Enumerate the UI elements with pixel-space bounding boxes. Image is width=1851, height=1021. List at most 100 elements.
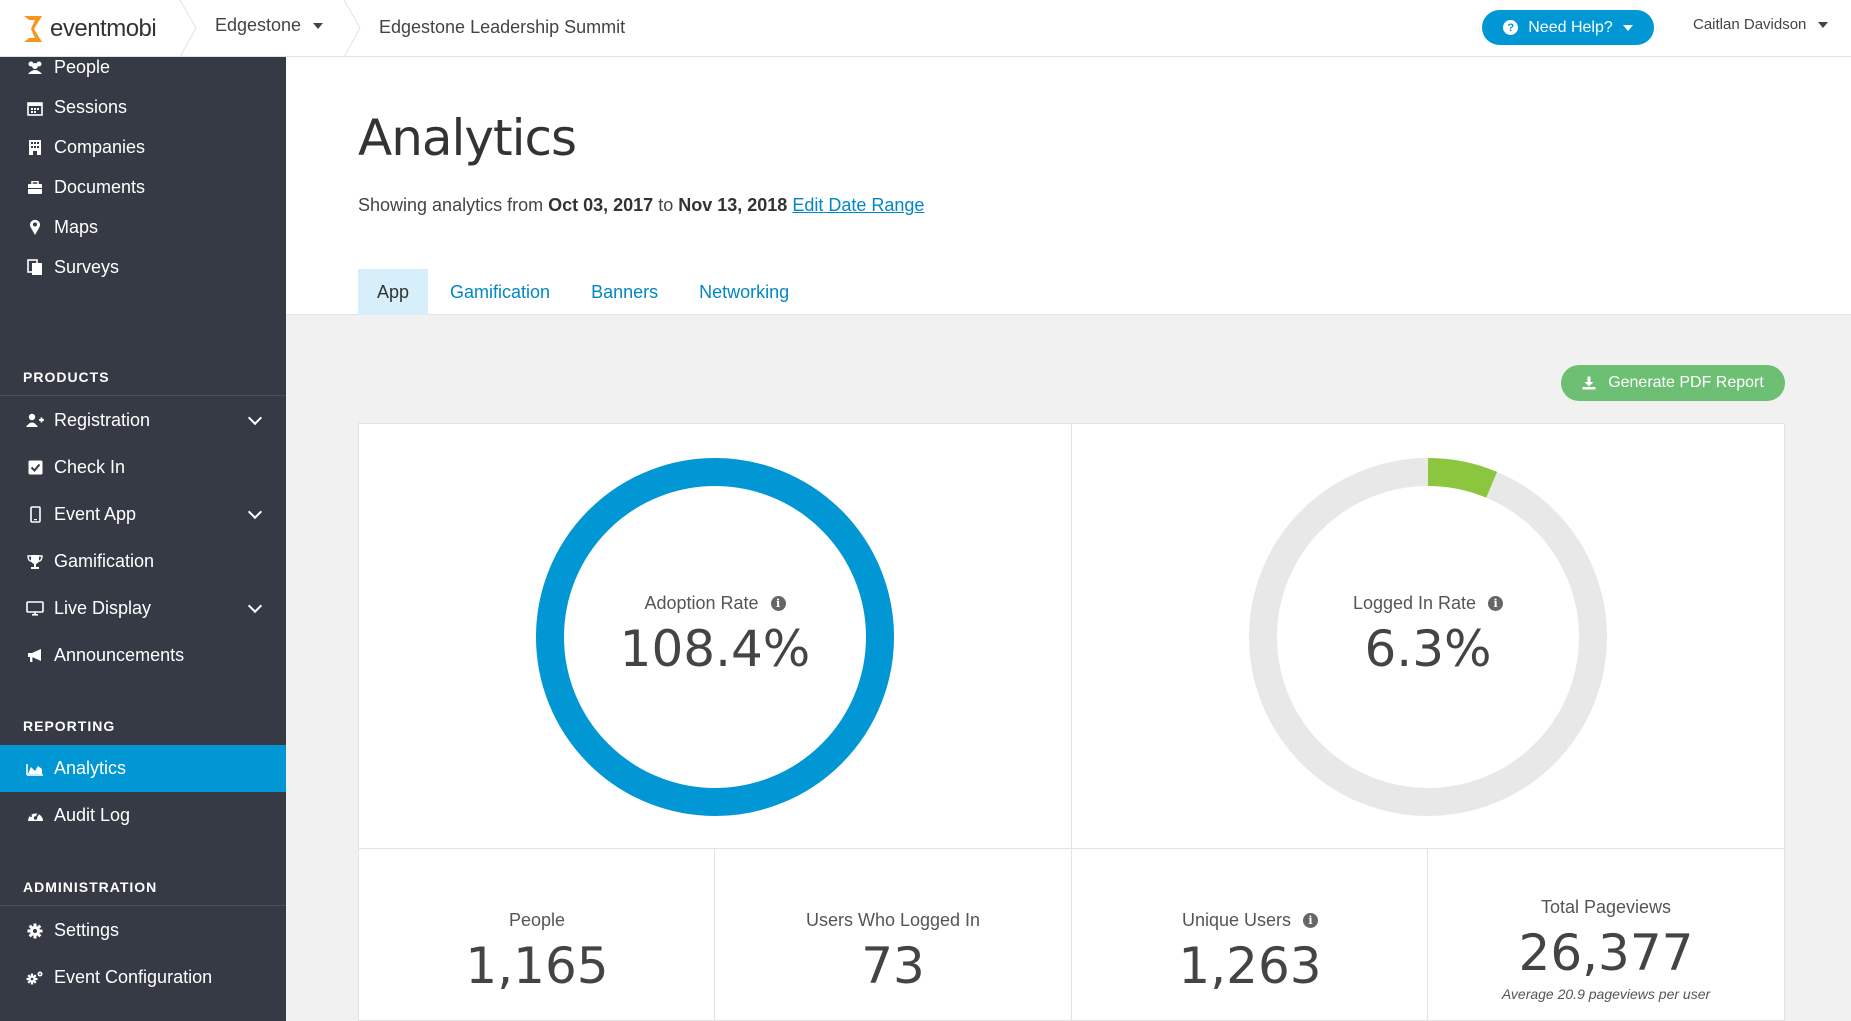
info-icon[interactable]: i bbox=[1303, 913, 1319, 928]
adoption-rate-value: 108.4% bbox=[619, 620, 811, 678]
sidebar-item-analytics[interactable]: Analytics bbox=[0, 745, 286, 792]
stat-label: Users Who Logged In bbox=[715, 910, 1071, 931]
download-icon bbox=[1582, 376, 1596, 390]
tab-banners[interactable]: Banners bbox=[591, 281, 659, 302]
divider bbox=[714, 848, 715, 1021]
stat-value: 73 bbox=[861, 937, 925, 995]
divider bbox=[0, 395, 286, 396]
sidebar-item-documents[interactable]: Documents bbox=[0, 164, 286, 211]
event-title[interactable]: Edgestone Leadership Summit bbox=[379, 17, 626, 37]
sidebar-item-registration[interactable]: Registration bbox=[0, 397, 286, 444]
calendar-icon bbox=[26, 99, 44, 117]
megaphone-icon bbox=[26, 647, 44, 665]
sidebar-item-label: Analytics bbox=[54, 758, 127, 778]
stat-label: Unique Users i bbox=[1072, 910, 1428, 931]
eventmobi-logo[interactable]: eventmobi bbox=[22, 14, 157, 44]
sidebar-item-event-app[interactable]: Event App bbox=[0, 491, 286, 538]
tab-networking[interactable]: Networking bbox=[699, 281, 790, 302]
stat-value: 26,377 bbox=[1518, 924, 1694, 982]
sidebar-item-label: Companies bbox=[54, 137, 146, 157]
user-menu[interactable]: Caitlan Davidson bbox=[1693, 16, 1829, 33]
adoption-rate-label: Adoption Rate i bbox=[565, 593, 865, 614]
checkbox-icon bbox=[26, 459, 44, 477]
sidebar-item-label: Event App bbox=[54, 504, 137, 524]
sidebar-item-label: Live Display bbox=[54, 598, 152, 618]
divider bbox=[1071, 424, 1072, 1021]
clipboard-icon bbox=[26, 259, 44, 277]
top-bar: eventmobi Edgestone Edgestone Leadership… bbox=[0, 0, 1851, 57]
building-icon bbox=[26, 139, 44, 157]
sidebar-item-label: Sessions bbox=[54, 97, 128, 117]
sidebar-item-settings[interactable]: Settings bbox=[0, 907, 286, 954]
org-switcher[interactable]: Edgestone bbox=[215, 15, 324, 36]
sidebar-item-maps[interactable]: Maps bbox=[0, 204, 286, 251]
generate-pdf-report-button[interactable]: Generate PDF Report bbox=[1561, 365, 1785, 401]
stat-total-pageviews: Total Pageviews 26,377 Average 20.9 page… bbox=[1428, 897, 1784, 1002]
org-name: Edgestone bbox=[215, 15, 302, 35]
monitor-icon bbox=[26, 600, 44, 618]
stat-users-logged-in: Users Who Logged In 73 bbox=[715, 910, 1071, 995]
page-title: Analytics bbox=[358, 109, 577, 167]
info-icon[interactable]: i bbox=[1488, 596, 1504, 611]
sidebar-item-check-in[interactable]: Check In bbox=[0, 444, 286, 491]
stat-subtext: Average 20.9 pageviews per user bbox=[1501, 986, 1711, 1002]
stat-label: People bbox=[359, 910, 715, 931]
user-name: Caitlan Davidson bbox=[1693, 16, 1807, 33]
tab-app[interactable]: App bbox=[358, 269, 429, 315]
breadcrumb-separator bbox=[343, 0, 361, 57]
date-to: Nov 13, 2018 bbox=[678, 195, 788, 215]
need-help-button[interactable]: ? Need Help? bbox=[1482, 10, 1654, 45]
edit-date-range-link[interactable]: Edit Date Range bbox=[792, 195, 925, 215]
chevron-down-icon[interactable] bbox=[247, 504, 263, 520]
chevron-down-icon[interactable] bbox=[247, 410, 263, 426]
info-icon[interactable]: i bbox=[770, 596, 786, 611]
divider bbox=[1427, 848, 1428, 1021]
chevron-down-icon bbox=[313, 22, 324, 29]
sidebar-item-label: Registration bbox=[54, 410, 151, 430]
sidebar: People Sessions Companies Documents Maps… bbox=[0, 57, 286, 1021]
logged-in-rate-label-text: Logged In Rate bbox=[1352, 593, 1477, 613]
sidebar-item-people[interactable]: People bbox=[0, 57, 286, 91]
sidebar-item-label: Check In bbox=[54, 457, 126, 477]
date-from: Oct 03, 2017 bbox=[548, 195, 654, 215]
sidebar-item-announcements[interactable]: Announcements bbox=[0, 632, 286, 679]
gear-icon bbox=[26, 922, 44, 940]
divider bbox=[359, 848, 1784, 849]
sidebar-item-event-configuration[interactable]: Event Configuration bbox=[0, 954, 286, 1001]
tab-gamification[interactable]: Gamification bbox=[450, 281, 551, 302]
area-chart-icon bbox=[26, 760, 44, 778]
sidebar-item-audit-log[interactable]: Audit Log bbox=[0, 792, 286, 839]
sidebar-item-label: Documents bbox=[54, 177, 146, 197]
analytics-tabs: App Gamification Banners Networking bbox=[358, 269, 811, 315]
adoption-rate-donut bbox=[536, 458, 894, 816]
generate-pdf-report-label: Generate PDF Report bbox=[1608, 374, 1764, 391]
chevron-down-icon[interactable] bbox=[247, 598, 263, 614]
sidebar-item-gamification[interactable]: Gamification bbox=[0, 538, 286, 585]
chevron-down-icon bbox=[1622, 24, 1633, 31]
sidebar-item-companies[interactable]: Companies bbox=[0, 124, 286, 171]
metrics-card: Adoption Rate i 108.4% Logged In Rate i … bbox=[358, 423, 1785, 1021]
donut-arc bbox=[1249, 458, 1607, 816]
sidebar-item-label: Event Configuration bbox=[54, 967, 213, 987]
logged-in-rate-label: Logged In Rate i bbox=[1278, 593, 1578, 614]
date-to-word: to bbox=[658, 195, 674, 215]
sidebar-item-sessions[interactable]: Sessions bbox=[0, 84, 286, 131]
logged-in-rate-value: 6.3% bbox=[1364, 620, 1492, 678]
trophy-icon bbox=[26, 553, 44, 571]
stat-value: 1,165 bbox=[465, 937, 609, 995]
sidebar-item-label: Announcements bbox=[54, 645, 185, 665]
stat-label-text: Total Pageviews bbox=[1540, 897, 1672, 917]
chevron-down-icon bbox=[1818, 21, 1829, 28]
sidebar-item-label: Maps bbox=[54, 217, 99, 237]
mobile-icon bbox=[26, 506, 44, 524]
sidebar-item-surveys[interactable]: Surveys bbox=[0, 244, 286, 291]
stat-label-text: People bbox=[508, 910, 566, 930]
sidebar-item-label: Gamification bbox=[54, 551, 155, 571]
sidebar-item-live-display[interactable]: Live Display bbox=[0, 585, 286, 632]
divider bbox=[0, 905, 286, 906]
people-icon bbox=[26, 59, 44, 77]
sidebar-item-label: People bbox=[54, 57, 111, 77]
donut-arc bbox=[536, 458, 894, 816]
logo-text: eventmobi bbox=[50, 15, 157, 42]
question-circle-icon: ? bbox=[1503, 20, 1519, 35]
